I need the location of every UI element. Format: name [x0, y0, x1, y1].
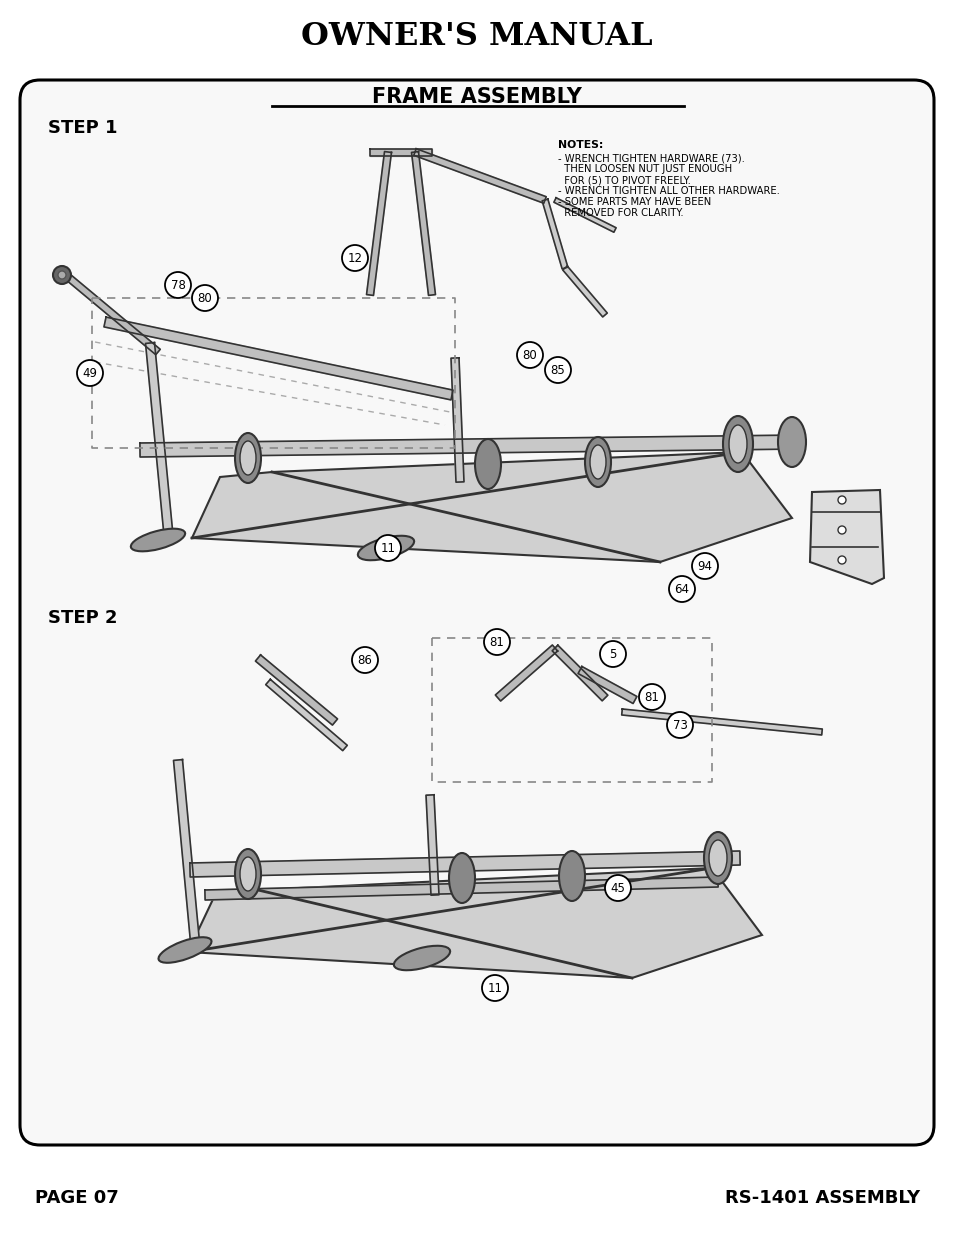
Circle shape: [639, 684, 664, 710]
Text: THEN LOOSEN NUT JUST ENOUGH: THEN LOOSEN NUT JUST ENOUGH: [558, 164, 731, 174]
Circle shape: [837, 496, 845, 504]
Polygon shape: [562, 266, 607, 317]
Circle shape: [352, 647, 377, 673]
Circle shape: [517, 342, 542, 368]
Ellipse shape: [589, 445, 605, 479]
Circle shape: [53, 266, 71, 284]
Polygon shape: [411, 152, 435, 295]
Text: 81: 81: [644, 690, 659, 704]
Circle shape: [341, 245, 368, 270]
Text: FOR (5) TO PIVOT FREELY.: FOR (5) TO PIVOT FREELY.: [558, 175, 690, 185]
Polygon shape: [366, 152, 391, 295]
FancyBboxPatch shape: [20, 80, 933, 1145]
Ellipse shape: [703, 832, 731, 884]
Circle shape: [837, 556, 845, 564]
Ellipse shape: [158, 937, 212, 963]
Polygon shape: [370, 148, 432, 156]
Polygon shape: [205, 877, 718, 900]
Circle shape: [668, 576, 695, 601]
Polygon shape: [146, 342, 172, 530]
Polygon shape: [104, 317, 453, 400]
Text: 81: 81: [489, 636, 504, 648]
Text: 5: 5: [609, 647, 616, 661]
Text: 86: 86: [357, 653, 372, 667]
Circle shape: [165, 272, 191, 298]
Polygon shape: [451, 358, 463, 482]
Text: - WRENCH TIGHTEN ALL OTHER HARDWARE.: - WRENCH TIGHTEN ALL OTHER HARDWARE.: [558, 186, 779, 196]
Circle shape: [691, 553, 718, 579]
Text: 80: 80: [197, 291, 213, 305]
Polygon shape: [414, 148, 546, 204]
Text: 80: 80: [522, 348, 537, 362]
Text: STEP 1: STEP 1: [48, 119, 117, 137]
Ellipse shape: [722, 416, 752, 472]
Text: 12: 12: [347, 252, 362, 264]
Polygon shape: [60, 269, 160, 354]
Polygon shape: [190, 851, 740, 877]
Ellipse shape: [708, 840, 726, 876]
Polygon shape: [541, 199, 567, 269]
Polygon shape: [809, 490, 883, 584]
Text: PAGE 07: PAGE 07: [35, 1189, 118, 1207]
Ellipse shape: [240, 857, 255, 890]
Text: 94: 94: [697, 559, 712, 573]
Circle shape: [375, 535, 400, 561]
Text: 73: 73: [672, 719, 687, 731]
Polygon shape: [578, 667, 637, 704]
Text: 11: 11: [380, 541, 395, 555]
Polygon shape: [266, 679, 347, 751]
Text: REMOVED FOR CLARITY.: REMOVED FOR CLARITY.: [558, 207, 683, 219]
Ellipse shape: [131, 529, 185, 551]
Text: FRAME ASSEMBLY: FRAME ASSEMBLY: [372, 86, 581, 107]
Polygon shape: [495, 645, 558, 701]
Polygon shape: [621, 709, 821, 735]
Ellipse shape: [449, 853, 475, 903]
Polygon shape: [255, 655, 337, 725]
Ellipse shape: [234, 848, 261, 899]
Ellipse shape: [778, 417, 805, 467]
Text: OWNER'S MANUAL: OWNER'S MANUAL: [301, 21, 652, 52]
Polygon shape: [552, 645, 607, 700]
Polygon shape: [173, 760, 199, 942]
Polygon shape: [554, 198, 616, 232]
Ellipse shape: [357, 536, 414, 561]
Text: 78: 78: [171, 279, 185, 291]
Text: 11: 11: [487, 982, 502, 994]
Polygon shape: [192, 452, 791, 562]
Ellipse shape: [234, 433, 261, 483]
Circle shape: [58, 270, 66, 279]
Circle shape: [666, 713, 692, 739]
Circle shape: [77, 359, 103, 387]
Text: 45: 45: [610, 882, 625, 894]
Text: STEP 2: STEP 2: [48, 609, 117, 627]
Ellipse shape: [728, 425, 746, 463]
Text: 64: 64: [674, 583, 689, 595]
Circle shape: [599, 641, 625, 667]
Circle shape: [192, 285, 218, 311]
Ellipse shape: [558, 851, 584, 902]
Text: - WRENCH TIGHTEN HARDWARE (73).: - WRENCH TIGHTEN HARDWARE (73).: [558, 153, 744, 163]
Text: 85: 85: [550, 363, 565, 377]
Circle shape: [483, 629, 510, 655]
Text: - SOME PARTS MAY HAVE BEEN: - SOME PARTS MAY HAVE BEEN: [558, 198, 711, 207]
Circle shape: [604, 876, 630, 902]
Polygon shape: [188, 868, 761, 978]
Ellipse shape: [394, 946, 450, 971]
Circle shape: [544, 357, 571, 383]
Text: NOTES:: NOTES:: [558, 140, 602, 149]
Ellipse shape: [240, 441, 255, 475]
Polygon shape: [140, 435, 800, 457]
Text: RS-1401 ASSEMBLY: RS-1401 ASSEMBLY: [724, 1189, 919, 1207]
Circle shape: [481, 974, 507, 1002]
Ellipse shape: [475, 438, 500, 489]
Text: 49: 49: [82, 367, 97, 379]
Polygon shape: [426, 795, 438, 895]
Circle shape: [837, 526, 845, 534]
Ellipse shape: [584, 437, 610, 487]
